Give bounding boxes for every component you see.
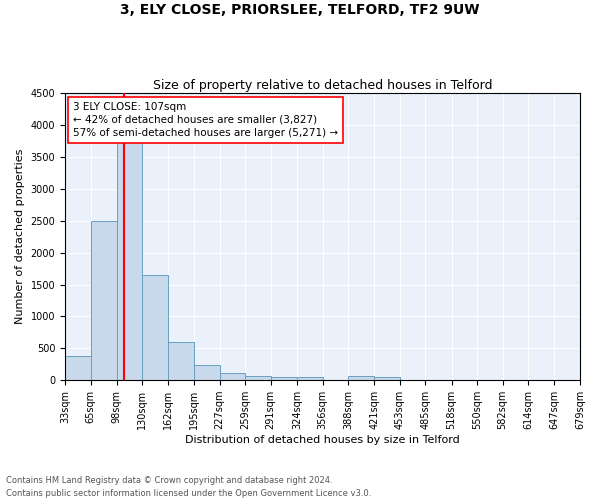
Bar	[348, 376, 374, 380]
Text: Contains HM Land Registry data © Crown copyright and database right 2024.
Contai: Contains HM Land Registry data © Crown c…	[6, 476, 371, 498]
Bar	[65, 356, 91, 380]
Bar	[245, 376, 271, 380]
Bar	[91, 220, 117, 380]
X-axis label: Distribution of detached houses by size in Telford: Distribution of detached houses by size …	[185, 435, 460, 445]
Bar	[271, 377, 297, 380]
Y-axis label: Number of detached properties: Number of detached properties	[15, 149, 25, 324]
Bar	[297, 377, 323, 380]
Title: Size of property relative to detached houses in Telford: Size of property relative to detached ho…	[153, 79, 492, 92]
Text: 3 ELY CLOSE: 107sqm
← 42% of detached houses are smaller (3,827)
57% of semi-det: 3 ELY CLOSE: 107sqm ← 42% of detached ho…	[73, 102, 338, 138]
Bar	[142, 275, 168, 380]
Bar	[117, 136, 142, 380]
Bar	[168, 342, 194, 380]
Text: 3, ELY CLOSE, PRIORSLEE, TELFORD, TF2 9UW: 3, ELY CLOSE, PRIORSLEE, TELFORD, TF2 9U…	[120, 2, 480, 16]
Bar	[194, 365, 220, 380]
Bar	[220, 373, 245, 380]
Bar	[374, 377, 400, 380]
